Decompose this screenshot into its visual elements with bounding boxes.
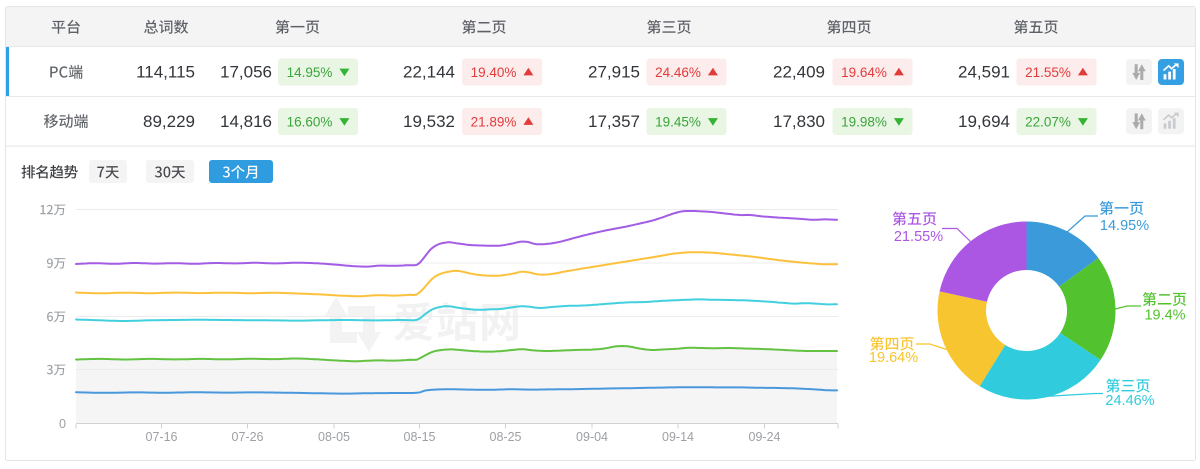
- svg-text:89,229: 89,229: [143, 112, 195, 131]
- svg-text:22,409: 22,409: [773, 63, 825, 82]
- svg-text:22.07%: 22.07%: [1025, 114, 1071, 129]
- svg-text:22,144: 22,144: [403, 63, 455, 82]
- svg-text:07-26: 07-26: [232, 430, 264, 444]
- svg-text:19.98%: 19.98%: [841, 114, 887, 129]
- svg-text:08-05: 08-05: [318, 430, 350, 444]
- svg-text:24.46%: 24.46%: [1105, 393, 1154, 409]
- svg-text:27,915: 27,915: [588, 63, 640, 82]
- svg-text:0: 0: [59, 417, 66, 431]
- svg-text:21.55%: 21.55%: [1025, 65, 1071, 80]
- svg-text:09-24: 09-24: [749, 430, 781, 444]
- svg-text:19.64%: 19.64%: [841, 65, 887, 80]
- svg-text:21.55%: 21.55%: [894, 229, 943, 245]
- svg-text:08-15: 08-15: [404, 430, 436, 444]
- svg-text:24,591: 24,591: [958, 63, 1010, 82]
- svg-text:16.60%: 16.60%: [287, 114, 333, 129]
- svg-text:14.95%: 14.95%: [1100, 218, 1149, 234]
- svg-text:114,115: 114,115: [136, 63, 195, 82]
- svg-text:14,816: 14,816: [220, 112, 272, 131]
- svg-text:21.89%: 21.89%: [471, 114, 517, 129]
- svg-text:19.64%: 19.64%: [869, 350, 918, 366]
- svg-text:19.4%: 19.4%: [1144, 308, 1185, 324]
- svg-text:14.95%: 14.95%: [287, 65, 333, 80]
- svg-text:19,532: 19,532: [403, 112, 455, 131]
- svg-text:19.40%: 19.40%: [471, 65, 517, 80]
- svg-text:19.45%: 19.45%: [655, 114, 701, 129]
- svg-text:08-25: 08-25: [490, 430, 522, 444]
- svg-text:17,357: 17,357: [588, 112, 640, 131]
- svg-text:07-16: 07-16: [146, 430, 178, 444]
- svg-text:09-04: 09-04: [576, 430, 608, 444]
- svg-text:09-14: 09-14: [662, 430, 694, 444]
- svg-text:17,830: 17,830: [773, 112, 825, 131]
- svg-text:17,056: 17,056: [220, 63, 272, 82]
- svg-text:24.46%: 24.46%: [655, 65, 701, 80]
- svg-text:19,694: 19,694: [958, 112, 1010, 131]
